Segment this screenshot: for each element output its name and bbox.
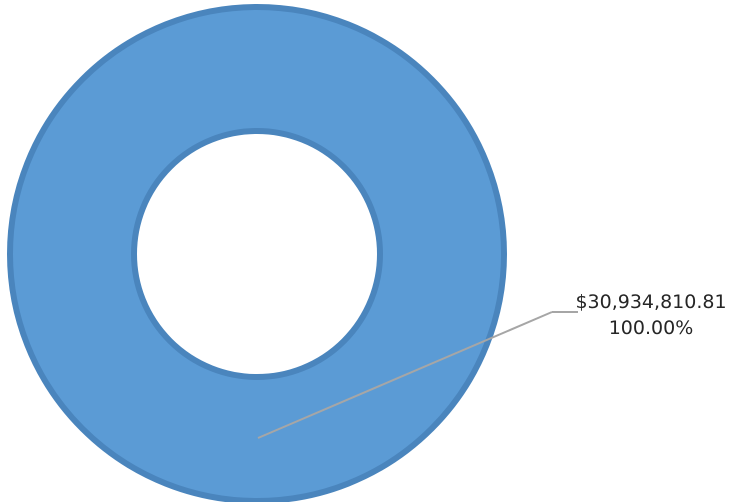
leader-line bbox=[257, 311, 553, 439]
donut-slice-0 bbox=[6, 4, 508, 502]
data-label-value: $30,934,810.81 bbox=[575, 291, 727, 313]
slices-layer bbox=[6, 4, 508, 502]
data-label: $30,934,810.81 100.00% bbox=[566, 289, 735, 341]
data-label-percent: 100.00% bbox=[608, 317, 694, 339]
